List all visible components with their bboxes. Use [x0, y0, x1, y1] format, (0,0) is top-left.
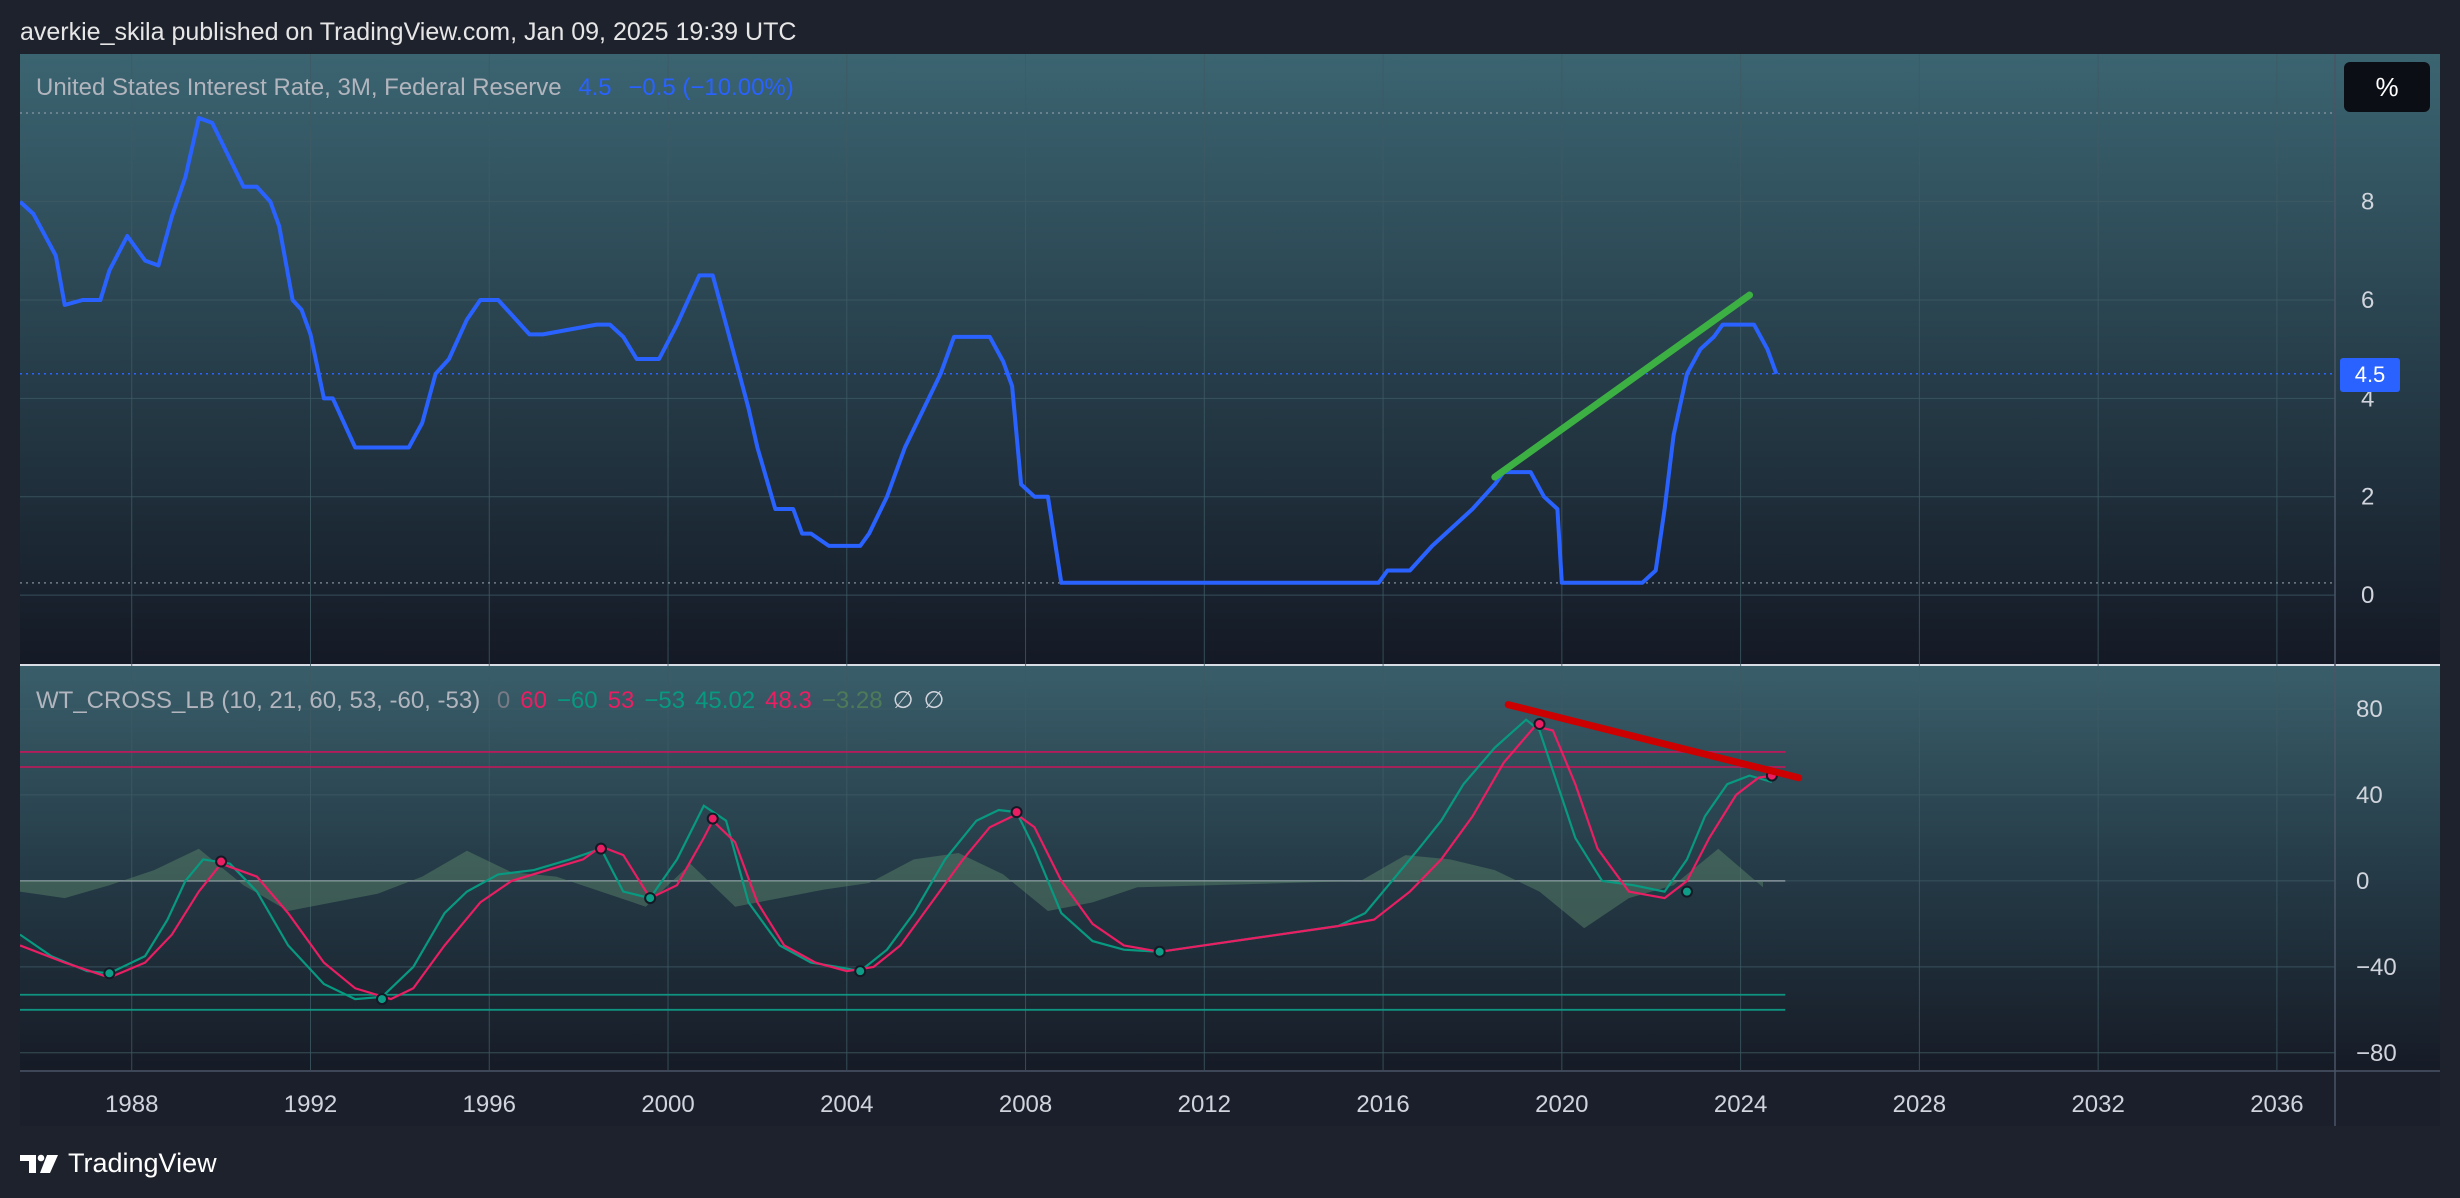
indicator-value: 48.3: [765, 687, 812, 714]
price-tick-label: 6: [2361, 287, 2374, 314]
cross-marker: [594, 842, 607, 855]
price-tick-label: 4: [2361, 385, 2374, 412]
indicator-title: WT_CROSS_LB (10, 21, 60, 53, -60, -53): [36, 687, 481, 714]
cross-marker: [103, 967, 116, 980]
indicator-values: 0 60 −60 53 −53 45.02 48.3 −3.28 ∅ ∅: [497, 687, 955, 714]
x-tick-label: 2020: [1535, 1091, 1588, 1118]
cross-marker: [1533, 718, 1546, 731]
price-tick-label: 8: [2361, 189, 2374, 216]
indicator-tick-label: −40: [2356, 954, 2397, 981]
price-pane-plot[interactable]: [20, 112, 2335, 585]
cross-marker: [706, 812, 719, 825]
brand-name: TradingView: [68, 1148, 217, 1178]
indicator-value: −53: [644, 687, 686, 714]
x-tick-label: 1996: [463, 1091, 516, 1118]
cross-marker: [1153, 945, 1166, 958]
grid: [20, 54, 2335, 1070]
price-tick-label: 2: [2361, 484, 2374, 511]
x-tick-label: 2004: [820, 1091, 873, 1118]
cross-marker: [854, 965, 867, 978]
unit-toggle-button[interactable]: %: [2344, 62, 2430, 112]
x-tick-label: 1992: [284, 1091, 337, 1118]
indicator-pane-legend: WT_CROSS_LB (10, 21, 60, 53, -60, -53) 0…: [36, 686, 964, 715]
indicator-tick-label: 40: [2356, 782, 2383, 809]
indicator-tick-label: −80: [2356, 1040, 2397, 1067]
price-pane-legend: United States Interest Rate, 3M, Federal…: [36, 74, 804, 102]
indicator-pane-background: [20, 666, 2440, 1070]
x-tick-label: 2032: [2071, 1091, 2124, 1118]
price-tick-label: 0: [2361, 582, 2374, 609]
x-tick-label: 2008: [999, 1091, 1052, 1118]
histogram-area: [20, 848, 1763, 929]
x-tick-label: 2024: [1714, 1091, 1767, 1118]
indicator-value: −3.28: [821, 687, 883, 714]
price-pane-change: −0.5 (−10.00%): [628, 74, 794, 101]
indicator-axis[interactable]: 80 40 0 −40 −80: [2356, 696, 2397, 1067]
indicator-pane-plot[interactable]: [20, 701, 1803, 1011]
cross-marker: [1680, 885, 1693, 898]
price-pane-value: 4.5: [578, 74, 612, 101]
indicator-tick-label: 0: [2356, 868, 2369, 895]
indicator-value: 45.02: [695, 687, 756, 714]
cross-marker: [644, 892, 657, 905]
price-pane-background: [20, 54, 2440, 664]
indicator-value: 0: [496, 687, 511, 714]
chart-frame[interactable]: 8 6 4 2 0 80 40 0 −40 −80 1988 1992 1996 2000 2004 20…: [20, 54, 2440, 1126]
interest-rate-line: [20, 116, 1779, 585]
x-tick-label: 2016: [1356, 1091, 1409, 1118]
x-tick-label: 2012: [1178, 1091, 1231, 1118]
cross-marker: [375, 993, 388, 1006]
indicator-value: ∅: [923, 687, 945, 714]
last-price-tag: 4.5: [2340, 358, 2400, 392]
uptrend-line: [1491, 291, 1754, 481]
cross-marker: [215, 855, 228, 868]
indicator-value: 60: [520, 687, 547, 714]
price-pane-title: United States Interest Rate, 3M, Federal…: [36, 74, 562, 101]
price-axis[interactable]: 8 6 4 2 0: [2361, 189, 2374, 610]
x-tick-label: 2000: [641, 1091, 694, 1118]
indicator-value: 53: [607, 687, 635, 714]
indicator-value: −60: [556, 687, 598, 714]
downtrend-line: [1504, 701, 1803, 782]
time-axis[interactable]: 1988 1992 1996 2000 2004 2008 2012 2016 2020 2024…: [105, 1091, 2304, 1118]
indicator-value: ∅: [892, 687, 914, 714]
footer-brand[interactable]: TradingView: [20, 1148, 217, 1179]
x-tick-label: 2036: [2250, 1091, 2303, 1118]
tradingview-logo-icon: [20, 1154, 58, 1173]
x-tick-label: 1988: [105, 1091, 158, 1118]
cross-marker: [1010, 806, 1023, 819]
publisher-line: averkie_skila published on TradingView.c…: [20, 18, 797, 46]
indicator-tick-label: 80: [2356, 696, 2383, 723]
x-tick-label: 2028: [1893, 1091, 1946, 1118]
